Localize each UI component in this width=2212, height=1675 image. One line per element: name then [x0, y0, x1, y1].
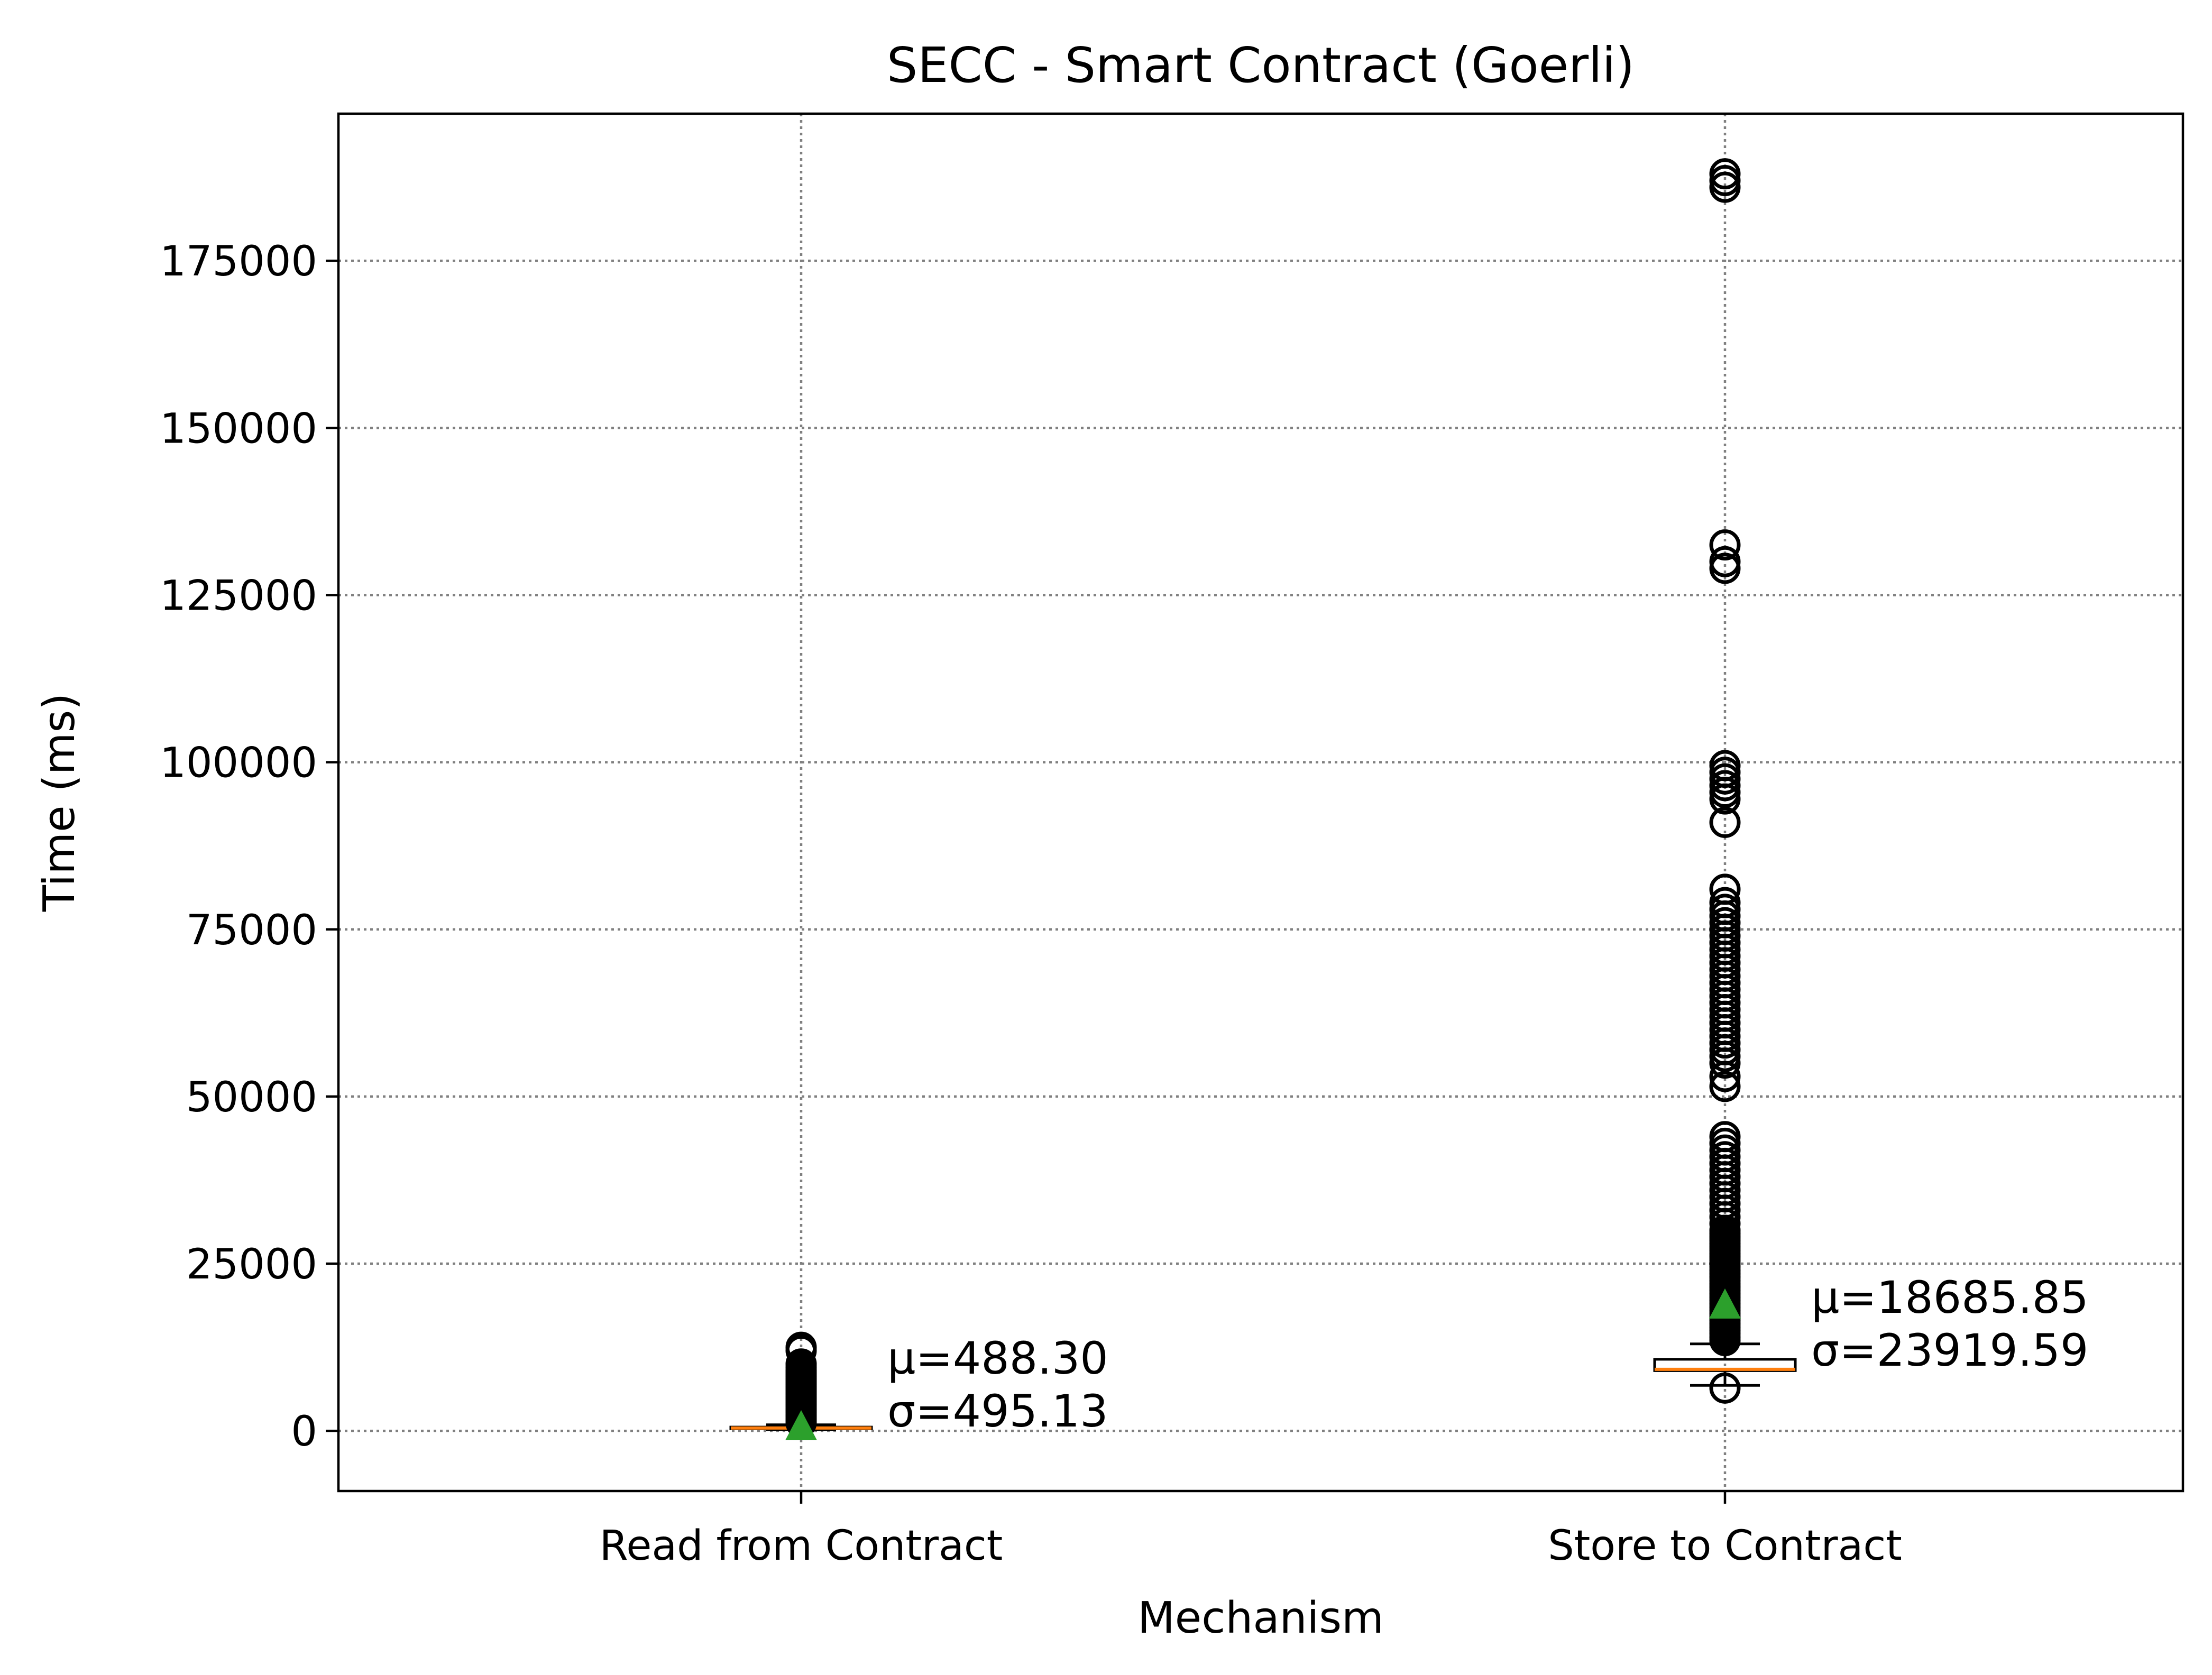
y-tick-label: 25000 — [186, 1241, 317, 1289]
x-axis-ticks: Read from Contract Store to Contract — [600, 1491, 1902, 1570]
outlier-point — [1709, 546, 1741, 577]
mean-annotation: μ=18685.85 — [1811, 1272, 2089, 1323]
outlier-point — [1709, 887, 1741, 918]
y-tick-label: 100000 — [160, 740, 317, 787]
outlier-point — [1709, 1372, 1741, 1404]
mean-marker — [785, 1410, 817, 1441]
outlier-point — [1709, 873, 1741, 905]
mean-marker — [1709, 1288, 1741, 1319]
grid-lines — [338, 114, 2183, 1491]
outlier-point — [1709, 529, 1741, 561]
std-annotation: σ=495.13 — [887, 1385, 1108, 1437]
std-annotation: σ=23919.59 — [1811, 1324, 2088, 1376]
box-group — [729, 1331, 873, 1441]
y-tick-label: 150000 — [160, 405, 317, 453]
outlier-point — [1709, 1121, 1741, 1153]
y-tick-label: 175000 — [160, 238, 317, 286]
outlier-point — [785, 1331, 817, 1363]
plot-frame — [337, 112, 2185, 1493]
y-axis-label: Time (ms) — [34, 693, 85, 912]
box-plots — [729, 158, 1797, 1441]
mean-annotation: μ=488.30 — [887, 1332, 1108, 1384]
y-tick-label: 75000 — [186, 907, 317, 954]
x-axis-label: Mechanism — [1137, 1593, 1384, 1643]
x-tick-label: Read from Contract — [600, 1522, 1003, 1570]
y-axis-ticks: 0 25000 50000 75000 100000 125000 150000 175000 — [160, 238, 338, 1456]
outlier-point — [1709, 1071, 1741, 1102]
chart-title: SECC - Smart Contract (Goerli) — [887, 37, 1635, 94]
y-tick-label: 0 — [291, 1408, 317, 1456]
box-group — [1653, 158, 1797, 1404]
outlier-point — [1709, 806, 1741, 838]
y-tick-label: 50000 — [186, 1074, 317, 1121]
x-tick-label: Store to Contract — [1548, 1522, 1902, 1570]
stat-annotations: μ=488.30σ=495.13 μ=18685.85σ=23919.59 — [887, 1272, 2089, 1437]
outlier-point — [1709, 750, 1741, 781]
outlier-point — [1709, 158, 1741, 190]
outlier-point — [785, 1348, 817, 1380]
y-tick-label: 125000 — [160, 572, 317, 620]
